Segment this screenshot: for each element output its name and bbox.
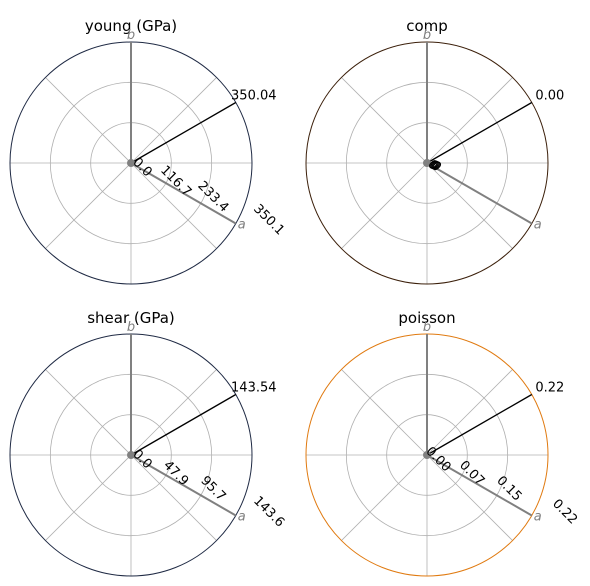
axis-line-a <box>426 454 533 517</box>
angular-gridline <box>426 454 513 541</box>
angular-gridline <box>130 369 217 456</box>
center-marker <box>423 159 431 167</box>
value-line <box>130 101 237 164</box>
center-marker <box>423 451 431 459</box>
value-line <box>426 393 533 456</box>
axis-label-a: a <box>238 218 246 233</box>
value-line <box>130 393 237 456</box>
panel-title: poisson <box>398 309 455 327</box>
panel-title: comp <box>406 17 448 35</box>
axis-label-a: a <box>238 510 246 525</box>
axis-line-a <box>130 162 237 225</box>
angular-gridline <box>130 162 217 249</box>
radial-tick-label: 0.0 <box>129 447 154 472</box>
panel-title: shear (GPa) <box>87 309 175 327</box>
radial-tick-label: 0.22 <box>549 496 580 527</box>
center-marker <box>127 159 135 167</box>
value-label: 0.22 <box>535 381 564 396</box>
axis-label-b: b <box>127 320 135 335</box>
value-label: 350.04 <box>231 89 277 104</box>
angular-gridline <box>45 77 132 164</box>
angular-gridline <box>426 369 513 456</box>
angular-gridline <box>426 77 513 164</box>
radial-tick-label: 350.1 <box>250 202 287 239</box>
center-marker <box>127 451 135 459</box>
angular-gridline <box>45 454 132 541</box>
angular-gridline <box>130 77 217 164</box>
axis-label-b: b <box>423 320 431 335</box>
radial-tick-label: 0.15 <box>493 473 524 504</box>
value-label: 0.00 <box>535 89 564 104</box>
axis-label-b: b <box>127 28 135 43</box>
angular-gridline <box>341 162 428 249</box>
angular-gridline <box>45 369 132 456</box>
axis-label-a: a <box>534 510 542 525</box>
angular-gridline <box>341 369 428 456</box>
axis-label-a: a <box>534 218 542 233</box>
angular-gridline <box>130 454 217 541</box>
panel-title: young (GPa) <box>85 17 177 35</box>
angular-gridline <box>45 162 132 249</box>
value-label: 143.54 <box>231 381 277 396</box>
angular-gridline <box>341 77 428 164</box>
axis-label-b: b <box>423 28 431 43</box>
angular-gridline <box>341 454 428 541</box>
axis-line-a <box>426 162 533 225</box>
angular-gridline <box>426 162 513 249</box>
radial-tick-label: 0.0 <box>129 155 154 180</box>
radial-tick-label: 143.6 <box>250 494 287 531</box>
radial-tick-label: 95.7 <box>197 473 228 504</box>
value-line <box>426 101 533 164</box>
axis-line-a <box>130 454 237 517</box>
